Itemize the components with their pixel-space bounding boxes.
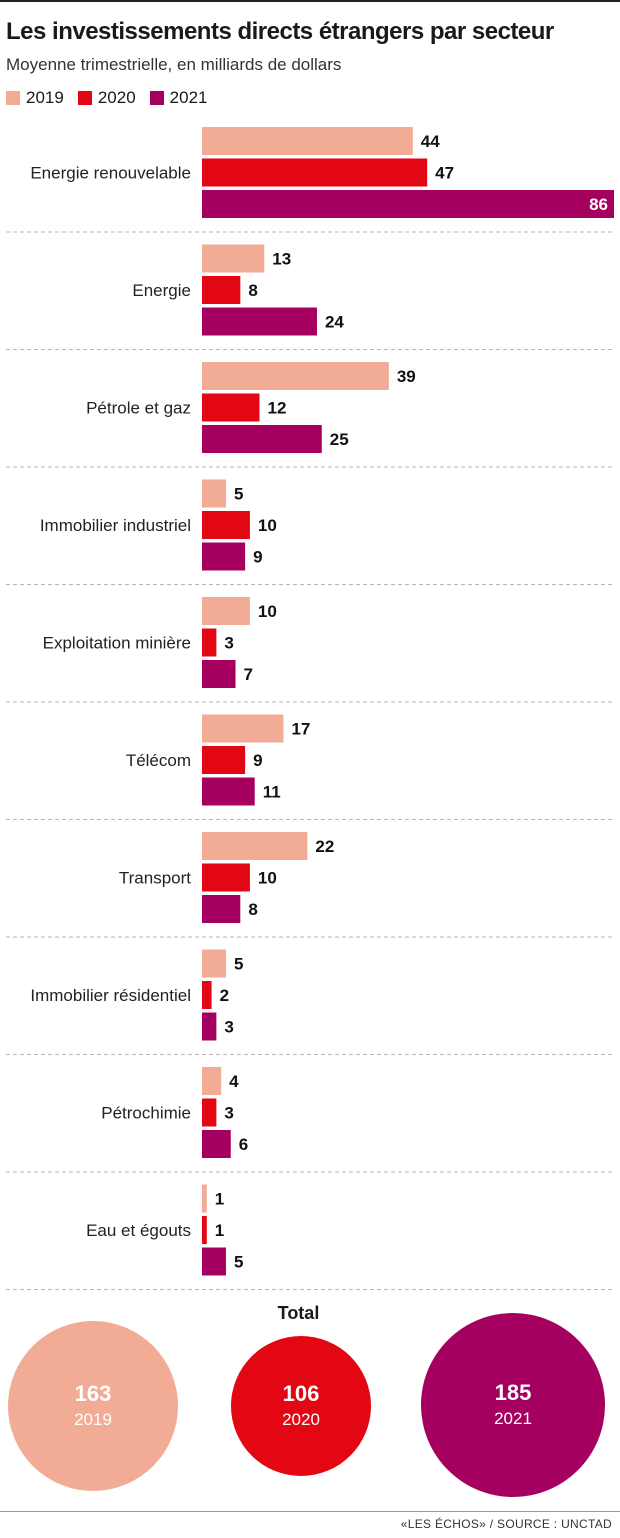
- total-value-2019: 163: [74, 1381, 112, 1406]
- bar-energie-2021: [202, 307, 317, 336]
- value-label-eau-et-egouts-2021: 5: [234, 1253, 243, 1272]
- value-label-transport-2021: 8: [248, 900, 257, 919]
- total-year-2020: 2020: [282, 1410, 320, 1429]
- value-label-energie-2021: 24: [325, 313, 344, 332]
- bar-eau-et-egouts-2021: [202, 1247, 226, 1276]
- bar-transport-2019: [202, 832, 308, 860]
- category-label-transport: Transport: [119, 869, 191, 888]
- total-year-2021: 2021: [494, 1409, 532, 1428]
- bar-petrole-et-gaz-2021: [202, 425, 322, 453]
- value-label-energie-2019: 13: [272, 250, 291, 269]
- bar-eau-et-egouts-2020: [202, 1216, 207, 1244]
- legend-label-2021: 2021: [169, 88, 208, 107]
- category-label-eau-et-egouts: Eau et égouts: [86, 1221, 191, 1240]
- value-label-immobilier-residentiel-2019: 5: [234, 955, 243, 974]
- value-label-transport-2020: 10: [258, 869, 277, 888]
- value-label-immobilier-industriel-2021: 9: [253, 548, 262, 567]
- legend-label-2019: 2019: [26, 88, 64, 107]
- total-circle-2021: 185 2021: [421, 1313, 605, 1497]
- value-label-petrole-et-gaz-2021: 25: [330, 430, 349, 449]
- value-label-petrole-et-gaz-2020: 12: [267, 399, 286, 418]
- bar-immobilier-industriel-2019: [202, 479, 226, 508]
- total-year-2019: 2019: [74, 1410, 112, 1429]
- total-circle-2019: 163 2019: [8, 1321, 178, 1491]
- bar-petrochimie-2019: [202, 1067, 222, 1095]
- category-label-exploitation-miniere: Exploitation minière: [43, 634, 191, 653]
- value-label-petrole-et-gaz-2019: 39: [397, 367, 416, 386]
- bar-petrochimie-2020: [202, 1098, 217, 1127]
- value-label-petrochimie-2021: 6: [239, 1135, 248, 1154]
- value-label-exploitation-miniere-2020: 3: [224, 634, 233, 653]
- category-label-petrole-et-gaz: Pétrole et gaz: [86, 399, 191, 418]
- value-label-energie-renouvelable-2020: 47: [435, 164, 454, 183]
- value-label-telecom-2019: 17: [291, 720, 310, 739]
- totals-title: Total: [277, 1303, 320, 1323]
- bar-immobilier-residentiel-2020: [202, 981, 212, 1009]
- total-value-2020: 106: [282, 1381, 320, 1406]
- value-label-energie-renouvelable-2021: 86: [589, 195, 608, 214]
- value-label-telecom-2021: 11: [263, 783, 281, 802]
- value-label-immobilier-residentiel-2021: 3: [224, 1018, 233, 1037]
- category-label-energie-renouvelable: Energie renouvelable: [30, 164, 191, 183]
- value-label-immobilier-industriel-2019: 5: [234, 485, 243, 504]
- bar-immobilier-industriel-2020: [202, 511, 250, 539]
- bar-exploitation-miniere-2019: [202, 597, 250, 625]
- category-label-immobilier-residentiel: Immobilier résidentiel: [30, 986, 191, 1005]
- total-circle-2020: 106 2020: [231, 1336, 371, 1476]
- value-label-exploitation-miniere-2021: 7: [244, 665, 253, 684]
- bar-eau-et-egouts-2019: [202, 1184, 207, 1213]
- bar-immobilier-industriel-2021: [202, 542, 246, 571]
- legend-label-2020: 2020: [97, 88, 136, 107]
- legend-swatch-2019: [6, 91, 20, 105]
- category-label-immobilier-industriel: Immobilier industriel: [40, 516, 191, 535]
- legend-item-2019: 2019: [6, 88, 64, 108]
- legend-swatch-2020: [77, 91, 92, 105]
- legend: 2019 2020 2021: [6, 86, 221, 110]
- legend-swatch-2021: [149, 91, 164, 105]
- bar-energie-2019: [202, 244, 265, 273]
- category-label-telecom: Télécom: [126, 751, 191, 770]
- source-credit: «LES ÉCHOS» / SOURCE : UNCTAD: [400, 1517, 612, 1531]
- top-rule: [0, 0, 620, 2]
- bar-exploitation-miniere-2021: [202, 660, 236, 688]
- category-label-energie: Energie: [132, 281, 191, 300]
- bar-chart: Energie renouvelable444786Energie13824Pé…: [6, 127, 614, 1290]
- legend-item-2021: 2021: [149, 88, 208, 108]
- total-value-2021: 185: [494, 1380, 532, 1405]
- bar-telecom-2021: [202, 777, 255, 806]
- bar-energie-2020: [202, 276, 241, 304]
- bar-immobilier-residentiel-2021: [202, 1012, 217, 1041]
- bar-telecom-2020: [202, 746, 246, 774]
- value-label-eau-et-egouts-2020: 1: [215, 1221, 224, 1240]
- bar-energie-renouvelable-2020: [202, 158, 428, 187]
- value-label-telecom-2020: 9: [253, 751, 262, 770]
- bar-energie-renouvelable-2021: [202, 190, 614, 218]
- chart-subtitle: Moyenne trimestrielle, en milliards de d…: [6, 55, 342, 74]
- value-label-exploitation-miniere-2019: 10: [258, 602, 277, 621]
- bar-petrochimie-2021: [202, 1130, 231, 1158]
- bar-exploitation-miniere-2020: [202, 628, 217, 657]
- bar-petrole-et-gaz-2019: [202, 362, 389, 390]
- value-label-transport-2019: 22: [315, 837, 334, 856]
- bar-immobilier-residentiel-2019: [202, 949, 226, 978]
- value-label-energie-2020: 8: [248, 281, 257, 300]
- bottom-rule: [0, 1511, 620, 1512]
- value-label-petrochimie-2019: 4: [229, 1072, 239, 1091]
- bar-transport-2020: [202, 863, 250, 892]
- legend-item-2020: 2020: [77, 88, 136, 108]
- value-label-energie-renouvelable-2019: 44: [421, 132, 440, 151]
- bar-energie-renouvelable-2019: [202, 127, 413, 155]
- category-label-petrochimie: Pétrochimie: [101, 1104, 191, 1123]
- bar-telecom-2019: [202, 714, 284, 743]
- value-label-petrochimie-2020: 3: [224, 1104, 233, 1123]
- bar-petrole-et-gaz-2020: [202, 393, 260, 422]
- value-label-immobilier-residentiel-2020: 2: [220, 986, 229, 1005]
- bar-transport-2021: [202, 895, 241, 923]
- value-label-eau-et-egouts-2019: 1: [215, 1190, 224, 1209]
- chart-title: Les investissements directs étrangers pa…: [6, 18, 554, 45]
- value-label-immobilier-industriel-2020: 10: [258, 516, 277, 535]
